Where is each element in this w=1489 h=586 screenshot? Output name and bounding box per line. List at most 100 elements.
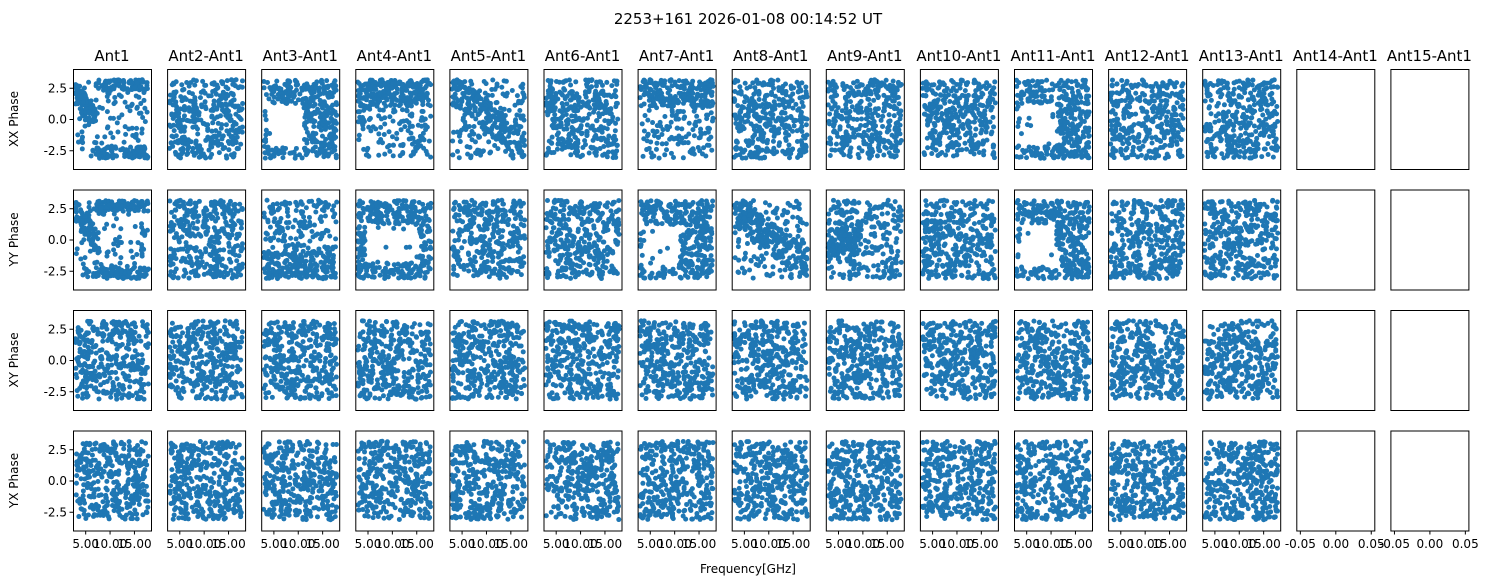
data-point bbox=[748, 149, 754, 155]
data-point bbox=[1251, 97, 1257, 103]
data-point bbox=[561, 86, 567, 92]
data-point bbox=[139, 230, 145, 236]
data-point bbox=[839, 135, 845, 141]
data-point bbox=[1023, 148, 1029, 154]
data-point bbox=[1043, 148, 1049, 154]
data-point bbox=[520, 81, 526, 87]
data-point bbox=[551, 119, 557, 125]
data-point bbox=[1180, 97, 1186, 103]
data-point bbox=[790, 91, 796, 97]
data-point bbox=[423, 127, 429, 133]
column-title: Ant4-Ant1 bbox=[357, 47, 432, 65]
data-point bbox=[521, 152, 527, 158]
data-point bbox=[664, 147, 669, 153]
data-point bbox=[239, 78, 245, 84]
data-point bbox=[891, 93, 897, 99]
data-point bbox=[936, 136, 942, 142]
data-point bbox=[129, 199, 135, 205]
scatter-points bbox=[73, 198, 151, 282]
data-point bbox=[1059, 93, 1065, 99]
data-point bbox=[833, 84, 839, 90]
data-point bbox=[110, 135, 116, 140]
data-point bbox=[641, 128, 647, 134]
data-point bbox=[382, 121, 388, 127]
data-point bbox=[110, 152, 116, 158]
data-point bbox=[355, 88, 361, 94]
data-point bbox=[598, 125, 604, 131]
data-point bbox=[611, 151, 617, 157]
data-point bbox=[481, 106, 487, 111]
data-point bbox=[381, 100, 387, 106]
data-point bbox=[1028, 90, 1034, 96]
data-point bbox=[1128, 127, 1134, 133]
data-point bbox=[111, 223, 117, 229]
data-point bbox=[1018, 131, 1024, 137]
data-point bbox=[662, 152, 668, 158]
data-point bbox=[669, 109, 675, 115]
data-point bbox=[881, 108, 887, 114]
data-point bbox=[1230, 90, 1236, 96]
data-point bbox=[734, 139, 740, 145]
data-point bbox=[1144, 134, 1150, 140]
data-point bbox=[471, 88, 477, 94]
data-point bbox=[738, 88, 744, 94]
data-point bbox=[1265, 152, 1271, 158]
data-point bbox=[408, 78, 414, 84]
data-point bbox=[230, 127, 236, 133]
data-point bbox=[680, 155, 686, 161]
data-point bbox=[1075, 81, 1081, 87]
data-point bbox=[502, 93, 508, 99]
data-point bbox=[972, 98, 978, 104]
data-point bbox=[830, 78, 836, 84]
data-point bbox=[553, 91, 559, 97]
data-point bbox=[1044, 77, 1050, 83]
data-point bbox=[646, 97, 652, 103]
data-point bbox=[472, 139, 478, 145]
data-point bbox=[646, 107, 652, 113]
data-point bbox=[751, 91, 757, 97]
data-point bbox=[211, 116, 217, 122]
data-point bbox=[1026, 115, 1032, 121]
data-point bbox=[180, 97, 186, 103]
data-point bbox=[696, 135, 702, 141]
data-point bbox=[1253, 129, 1259, 135]
data-point bbox=[560, 113, 566, 119]
data-point bbox=[1172, 123, 1178, 129]
data-point bbox=[1164, 114, 1170, 120]
data-point bbox=[733, 77, 739, 83]
data-point bbox=[929, 88, 935, 94]
data-point bbox=[333, 134, 339, 140]
data-point bbox=[938, 104, 944, 110]
data-point bbox=[238, 116, 244, 122]
data-point bbox=[92, 139, 98, 145]
data-point bbox=[1149, 135, 1155, 141]
column-title: Ant6-Ant1 bbox=[545, 47, 620, 65]
data-point bbox=[958, 123, 964, 129]
data-point bbox=[517, 108, 523, 114]
data-point bbox=[262, 143, 268, 149]
data-point bbox=[685, 140, 691, 146]
data-point bbox=[262, 109, 268, 115]
data-point bbox=[80, 228, 86, 234]
data-point bbox=[570, 126, 576, 132]
data-point bbox=[859, 116, 865, 122]
column-title: Ant10-Ant1 bbox=[916, 47, 1001, 65]
data-point bbox=[870, 126, 876, 132]
data-point bbox=[212, 133, 218, 139]
row-label: YY Phase bbox=[7, 212, 21, 267]
data-point bbox=[746, 106, 752, 112]
data-point bbox=[515, 100, 521, 106]
data-point bbox=[788, 83, 794, 89]
data-point bbox=[79, 134, 85, 140]
data-point bbox=[573, 79, 579, 85]
data-point bbox=[77, 94, 83, 100]
data-point bbox=[209, 128, 215, 134]
data-point bbox=[1170, 128, 1176, 134]
data-point bbox=[491, 107, 497, 113]
data-point bbox=[934, 99, 940, 105]
data-point bbox=[301, 145, 307, 151]
data-point bbox=[520, 139, 526, 145]
data-point bbox=[947, 98, 953, 104]
data-point bbox=[1085, 155, 1091, 161]
data-point bbox=[492, 142, 498, 148]
